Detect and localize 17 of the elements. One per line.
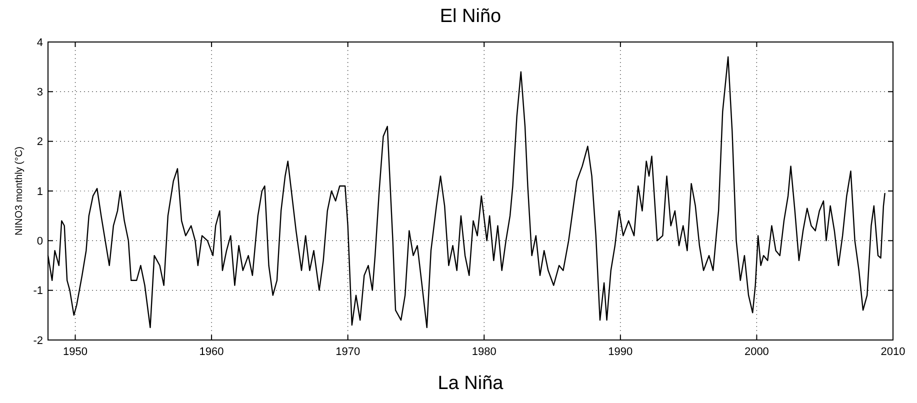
y-tick-label: 0 (36, 236, 43, 248)
text: La Niña (438, 373, 504, 394)
x-tick-label: 1950 (63, 346, 88, 358)
x-tick-label: 1980 (472, 346, 496, 358)
y-tick-label: -2 (33, 334, 43, 347)
y-tick-label: 3 (36, 86, 43, 99)
x-tick-label: 1990 (608, 346, 633, 358)
x-tick-label: 2010 (880, 346, 906, 358)
chart-title: El Niño (440, 6, 502, 27)
y-tick-label: 1 (36, 186, 43, 198)
y-tick-label: 4 (36, 36, 43, 49)
y-axis-title: NINO3 monthly (°C) (14, 146, 25, 236)
y-tick-label: -1 (33, 285, 43, 298)
y-tick-label: 2 (36, 136, 43, 148)
x-tick-label: 1960 (199, 346, 224, 358)
x-tick-label: 2000 (744, 346, 769, 358)
x-tick-label: 1970 (336, 346, 360, 358)
